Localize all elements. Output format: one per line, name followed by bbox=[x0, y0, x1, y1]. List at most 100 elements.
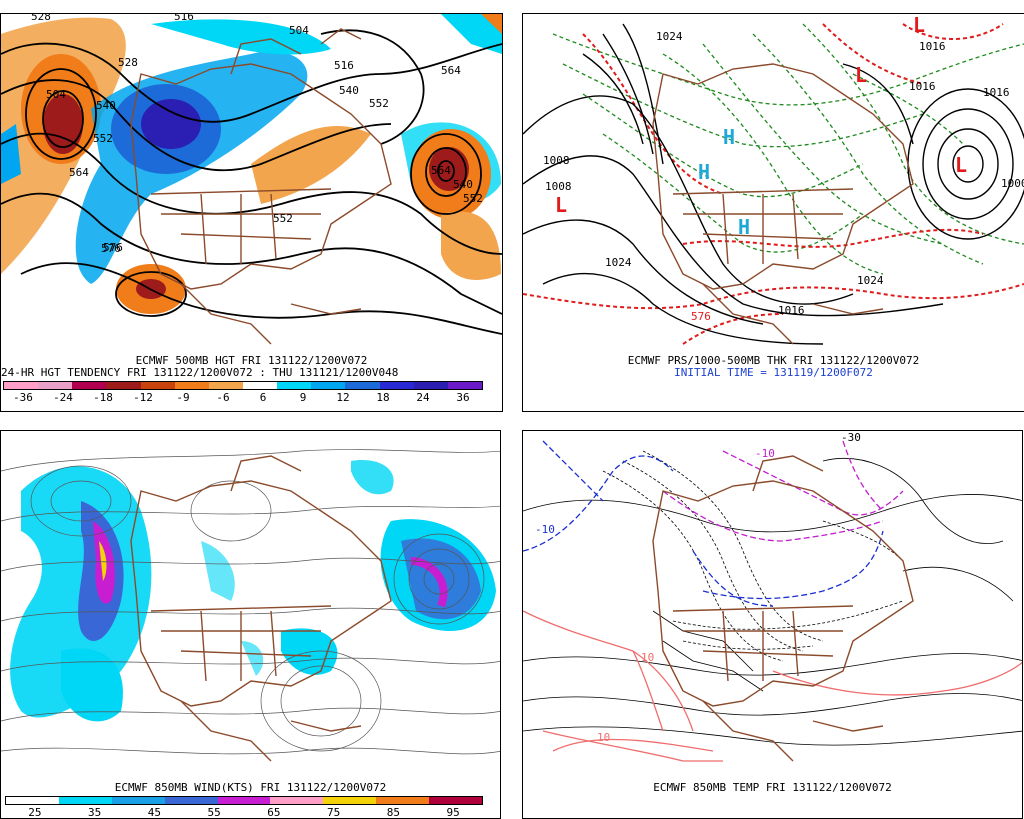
contour-label: 564 bbox=[69, 166, 89, 179]
temp-label: -10 bbox=[535, 523, 555, 536]
tendency-colorbar-ticks: -36 -24 -18 -12 -9 -6 6 9 12 18 24 36 bbox=[3, 392, 483, 404]
panel-500mb-height: 528 516 504 528 540 552 564 576 516 540 … bbox=[0, 13, 503, 412]
temp-label: 10 bbox=[597, 731, 610, 744]
colorbar-swatch bbox=[311, 382, 346, 389]
colorbar-swatch bbox=[140, 382, 175, 389]
panel-pressure-thickness: L L L L H H H 1024 1008 1008 1024 1016 1… bbox=[522, 13, 1024, 412]
contour-label: 528 bbox=[118, 56, 138, 69]
isobar-label: 1008 bbox=[543, 154, 570, 167]
map-850mb-temp: -30 -10 10 10 -10 bbox=[523, 431, 1022, 762]
contour-label: 504 bbox=[289, 24, 309, 37]
low-symbol: L bbox=[855, 63, 867, 87]
caption-850mb-temp: ECMWF 850MB TEMP FRI 131122/1200V072 bbox=[653, 781, 892, 794]
contour-label: 540 bbox=[339, 84, 359, 97]
colorbar-tick-label: 75 bbox=[327, 806, 341, 819]
isobar-label: 1024 bbox=[857, 274, 884, 287]
contour-label: 540 bbox=[96, 99, 116, 112]
isobar-label: 1000 bbox=[1001, 177, 1024, 190]
tendency-colorbar bbox=[3, 381, 483, 390]
contour-label: 516 bbox=[334, 59, 354, 72]
colorbar-tick-label: 45 bbox=[147, 806, 161, 819]
caption-initial-time: INITIAL TIME = 131119/1200F072 bbox=[674, 366, 873, 379]
caption-850mb-wind: ECMWF 850MB WIND(KTS) FRI 131122/1200V07… bbox=[114, 781, 387, 794]
isobar-label: 1008 bbox=[545, 180, 572, 193]
colorbar-swatch bbox=[6, 797, 59, 804]
caption-height-tendency: 24-HR HGT TENDENCY FRI 131122/1200V072 :… bbox=[1, 366, 399, 379]
colorbar-swatch bbox=[413, 382, 448, 389]
contour-label: 504 bbox=[46, 88, 66, 101]
colorbar-tick-label: 18 bbox=[376, 391, 390, 404]
colorbar-tick-label: 6 bbox=[259, 391, 267, 404]
low-symbol: L bbox=[555, 193, 567, 217]
contour-label: 576 bbox=[101, 242, 121, 255]
panel-850mb-temp: -30 -10 10 10 -10 ECMWF 850MB TEMP FRI 1… bbox=[522, 430, 1023, 819]
colorbar-swatch bbox=[447, 382, 482, 389]
colorbar-tick-label: 55 bbox=[207, 806, 221, 819]
contour-label: 564 bbox=[441, 64, 461, 77]
low-symbol: L bbox=[913, 14, 925, 37]
colorbar-swatch bbox=[164, 797, 218, 804]
colorbar-swatch bbox=[174, 382, 209, 389]
colorbar-tick-label: 95 bbox=[446, 806, 460, 819]
colorbar-swatch bbox=[58, 797, 112, 804]
contour-label: 540 bbox=[453, 178, 473, 191]
colorbar-swatch bbox=[376, 797, 430, 804]
contour-label: 552 bbox=[93, 132, 113, 145]
caption-prs-thk: ECMWF PRS/1000-500MB THK FRI 131122/1200… bbox=[627, 354, 920, 367]
high-symbol: H bbox=[698, 160, 710, 184]
isobar-label: 1016 bbox=[983, 86, 1010, 99]
high-symbol: H bbox=[723, 125, 735, 149]
colorbar-swatch bbox=[208, 382, 243, 389]
colorbar-swatch bbox=[242, 382, 278, 389]
colorbar-swatch bbox=[106, 382, 141, 389]
colorbar-tick-label: -9 bbox=[176, 391, 190, 404]
contour-label: 552 bbox=[369, 97, 389, 110]
colorbar-swatch bbox=[72, 382, 107, 389]
contour-label: 516 bbox=[174, 14, 194, 23]
thickness-label: 576 bbox=[691, 310, 711, 323]
colorbar-tick-label: -12 bbox=[133, 391, 153, 404]
colorbar-tick-label: 25 bbox=[28, 806, 42, 819]
colorbar-tick-label: 85 bbox=[386, 806, 400, 819]
colorbar-tick-label: 9 bbox=[299, 391, 307, 404]
panel-850mb-wind: ECMWF 850MB WIND(KTS) FRI 131122/1200V07… bbox=[0, 430, 501, 819]
isobar-label: 1016 bbox=[909, 80, 936, 93]
contour-label: 552 bbox=[463, 192, 483, 205]
colorbar-tick-label: 12 bbox=[336, 391, 350, 404]
colorbar-swatch bbox=[429, 797, 483, 804]
isobar-label: 1024 bbox=[605, 256, 632, 269]
temp-label: -10 bbox=[755, 447, 775, 460]
temp-label: 10 bbox=[641, 651, 654, 664]
colorbar-swatch bbox=[345, 382, 380, 389]
contour-label: 552 bbox=[273, 212, 293, 225]
map-500mb-height: 528 516 504 528 540 552 564 576 516 540 … bbox=[1, 14, 502, 345]
wind-colorbar-ticks: 25 35 45 55 65 75 85 95 bbox=[5, 807, 483, 819]
high-symbol: H bbox=[738, 215, 750, 239]
colorbar-tick-label: 36 bbox=[456, 391, 470, 404]
map-850mb-wind bbox=[1, 449, 500, 762]
map-pressure-thickness: L L L L H H H 1024 1008 1008 1024 1016 1… bbox=[523, 14, 1024, 345]
isobar-label: 1016 bbox=[778, 304, 805, 317]
colorbar-swatch bbox=[38, 382, 73, 389]
isobar-label: 1024 bbox=[656, 30, 683, 43]
colorbar-tick-label: -24 bbox=[53, 391, 73, 404]
contour-label: 528 bbox=[31, 14, 51, 23]
colorbar-tick-label: 35 bbox=[88, 806, 102, 819]
colorbar-swatch bbox=[270, 797, 324, 804]
contour-label: 576 bbox=[103, 241, 123, 254]
wind-colorbar bbox=[5, 796, 483, 805]
colorbar-swatch bbox=[4, 382, 39, 389]
colorbar-swatch bbox=[277, 382, 312, 389]
colorbar-swatch bbox=[379, 382, 414, 389]
temp-label: -30 bbox=[841, 431, 861, 444]
colorbar-tick-label: -18 bbox=[93, 391, 113, 404]
colorbar-tick-label: 65 bbox=[267, 806, 281, 819]
colorbar-swatch bbox=[111, 797, 165, 804]
colorbar-tick-label: -6 bbox=[216, 391, 230, 404]
caption-500mb: ECMWF 500MB HGT FRI 131122/1200V072 bbox=[135, 354, 368, 367]
contour-label: 564 bbox=[431, 164, 451, 177]
colorbar-swatch bbox=[217, 797, 271, 804]
colorbar-tick-label: 24 bbox=[416, 391, 430, 404]
colorbar-swatch bbox=[323, 797, 377, 804]
colorbar-tick-label: -36 bbox=[13, 391, 33, 404]
